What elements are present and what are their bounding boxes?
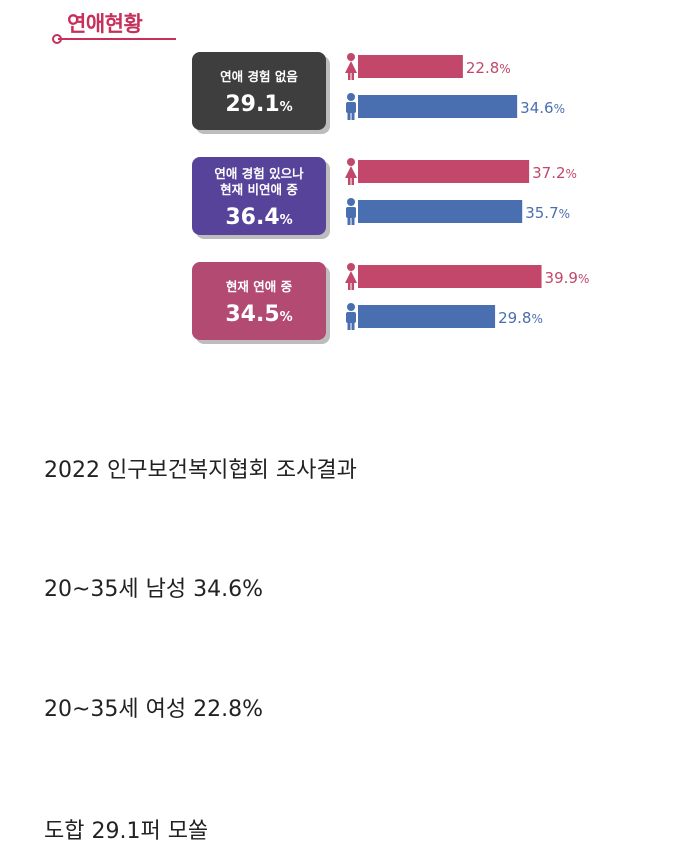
category-total-value: 34.5% bbox=[225, 302, 292, 327]
bar-value-label: 34.6% bbox=[520, 99, 565, 117]
bar-male bbox=[358, 200, 523, 223]
male-icon bbox=[346, 198, 356, 225]
caption-male-stat: 20~35세 남성 34.6% bbox=[44, 577, 264, 602]
female-icon bbox=[345, 53, 357, 80]
bar-value-label: 39.9% bbox=[545, 269, 590, 287]
category-label: 연애 경험 없음 bbox=[220, 69, 298, 84]
caption-summary: 도합 29.1퍼 모쏠 bbox=[44, 819, 209, 844]
bar-value-label: 35.7% bbox=[525, 204, 570, 222]
category-label: 현재 연애 중 bbox=[226, 279, 293, 294]
bar-value-label: 22.8% bbox=[466, 59, 511, 77]
male-icon bbox=[346, 93, 356, 120]
category-box bbox=[192, 52, 326, 130]
bar-female bbox=[358, 55, 463, 78]
category-label: 현재 비연애 중 bbox=[220, 182, 298, 197]
female-icon bbox=[345, 263, 357, 290]
category-box bbox=[192, 157, 326, 235]
chart-title-group: 연애현황 bbox=[50, 6, 180, 46]
title-underline bbox=[58, 38, 176, 40]
female-icon bbox=[345, 158, 357, 185]
bar-female bbox=[358, 160, 530, 183]
category-box bbox=[192, 262, 326, 340]
male-icon bbox=[346, 303, 356, 330]
bar-value-label: 29.8% bbox=[498, 309, 543, 327]
category-label: 연애 경험 있으나 bbox=[214, 166, 304, 181]
chart-title: 연애현황 bbox=[67, 12, 143, 36]
caption-source: 2022 인구보건복지협회 조사결과 bbox=[44, 458, 357, 483]
bar-male bbox=[358, 305, 496, 328]
category-total-value: 29.1% bbox=[225, 92, 292, 117]
category-total-value: 36.4% bbox=[225, 205, 292, 230]
bar-male bbox=[358, 95, 518, 118]
bar-female bbox=[358, 265, 542, 288]
bar-value-label: 37.2% bbox=[532, 164, 577, 182]
caption-female-stat: 20~35세 여성 22.8% bbox=[44, 697, 264, 722]
